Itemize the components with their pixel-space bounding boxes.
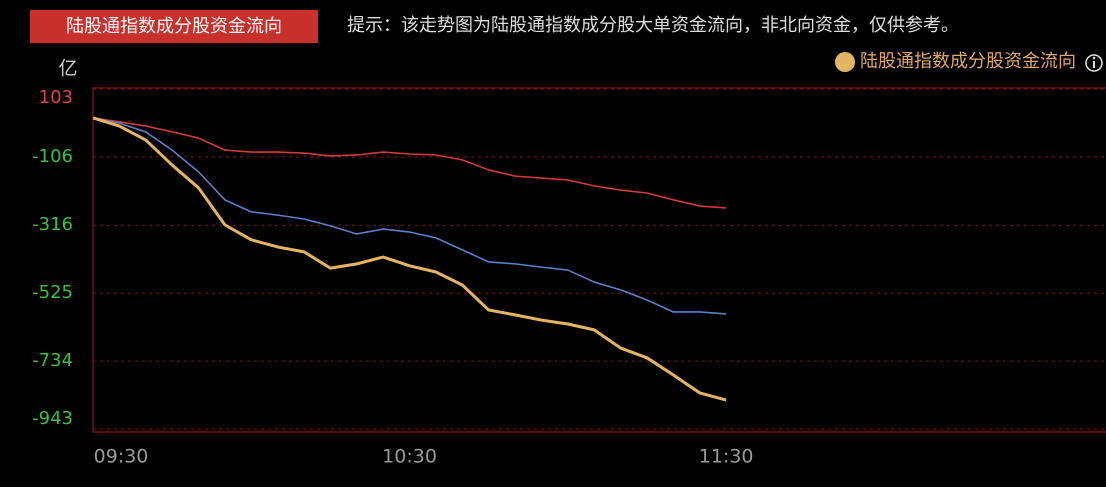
- y-tick-label: -525: [32, 282, 73, 303]
- legend-label: 陆股通指数成分股资金流向: [860, 51, 1076, 72]
- title-badge: [30, 10, 318, 43]
- y-tick-label: -943: [32, 408, 73, 429]
- series-line: [92, 116, 727, 402]
- plot-border: [92, 87, 1106, 433]
- chart-title: 陆股通指数成分股资金流向: [66, 16, 282, 37]
- x-tick-label: 09:30: [94, 446, 149, 468]
- y-tick-label: -734: [32, 350, 73, 371]
- x-tick-label: 11:30: [699, 446, 754, 468]
- info-circle: [1085, 54, 1103, 72]
- info-stem: [1093, 61, 1095, 68]
- y-tick-label: -316: [32, 214, 73, 235]
- info-icon[interactable]: [1085, 54, 1103, 72]
- x-tick-label: 10:30: [382, 446, 437, 468]
- y-tick-label: -106: [32, 146, 73, 167]
- legend-marker: [835, 52, 855, 72]
- info-dot: [1092, 56, 1096, 60]
- chart-subtitle: 提示：该走势图为陆股通指数成分股大单资金流向，非北向资金，仅供参考。: [347, 15, 959, 36]
- y-tick-label: 103: [39, 87, 73, 108]
- y-unit: 亿: [58, 58, 77, 80]
- series-line: [92, 117, 727, 209]
- series-line: [92, 117, 727, 315]
